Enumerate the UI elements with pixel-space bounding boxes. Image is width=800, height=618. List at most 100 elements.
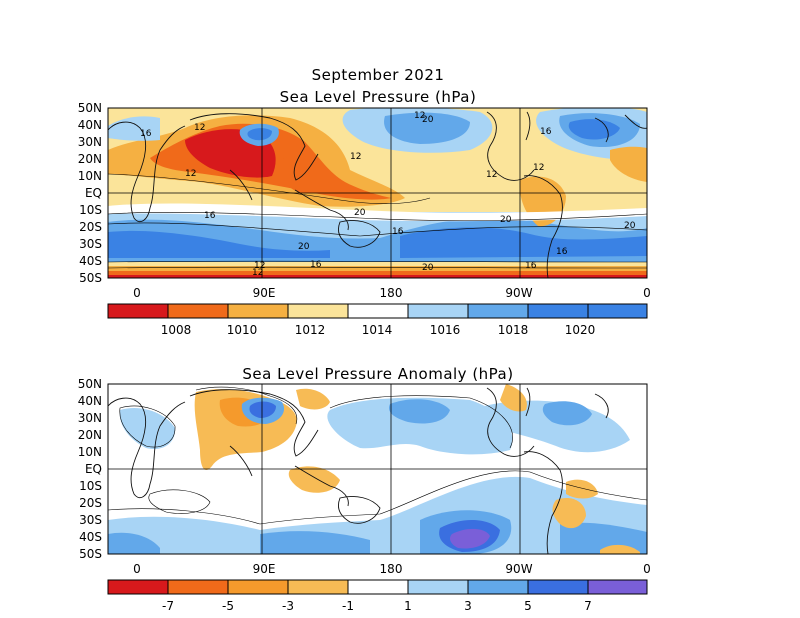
colorbar-label: -7 xyxy=(162,599,174,613)
lon-tick-label: 0 xyxy=(643,562,651,576)
colorbar-label: 1016 xyxy=(430,323,461,337)
lat-tick-label: EQ xyxy=(85,186,102,200)
colorbar-swatch xyxy=(408,304,468,318)
contour-label: 16 xyxy=(525,261,537,271)
colorbar-label: 1008 xyxy=(161,323,192,337)
colorbar-label: 1018 xyxy=(498,323,529,337)
slp-lat-axis: 50N 40N 30N 20N 10N EQ 10S 20S 30S 40S 5… xyxy=(78,101,102,285)
colorbar-label: -3 xyxy=(282,599,294,613)
colorbar-label: 1 xyxy=(404,599,412,613)
slp-anomaly-map: 50N 40N 30N 20N 10N EQ 10S 20S 30S 40S 5… xyxy=(78,377,651,613)
slp-map-frame xyxy=(107,107,648,279)
lat-tick-label: 10S xyxy=(79,203,102,217)
colorbar-swatch xyxy=(288,580,348,594)
map1-title-line1: September 2021 xyxy=(311,66,445,84)
contour-label: 20 xyxy=(298,242,310,252)
colorbar-label: 1014 xyxy=(362,323,393,337)
lat-tick-label: 30N xyxy=(78,135,102,149)
colorbar-swatch xyxy=(348,580,408,594)
lat-tick-label: 40S xyxy=(79,254,102,268)
contour-label: 16 xyxy=(204,211,216,221)
lat-tick-label: 20S xyxy=(79,496,102,510)
contour-label: 20 xyxy=(422,263,434,273)
lon-tick-label: 180 xyxy=(380,562,403,576)
contour-label: 16 xyxy=(140,129,152,139)
contour-label: 12 xyxy=(533,163,544,173)
lat-tick-label: 10N xyxy=(78,445,102,459)
colorbar-swatch xyxy=(528,580,588,594)
map1-title-line2: Sea Level Pressure (hPa) xyxy=(279,88,477,106)
slp-contours xyxy=(108,173,647,269)
lat-tick-label: 50N xyxy=(78,101,102,115)
anomaly-colorbar: -7 -5 -3 -1 1 3 5 7 xyxy=(107,579,648,613)
anomaly-contours xyxy=(108,386,647,525)
colorbar-swatch xyxy=(108,304,168,318)
contour-label: 20 xyxy=(422,115,434,125)
anomaly-map-frame xyxy=(107,383,648,555)
slp-coastlines xyxy=(108,111,647,278)
lat-tick-label: 50S xyxy=(79,547,102,561)
colorbar-swatch xyxy=(468,304,528,318)
colorbar-swatch xyxy=(168,580,228,594)
lat-tick-label: 50N xyxy=(78,377,102,391)
colorbar-label: -1 xyxy=(342,599,354,613)
lat-tick-label: 20S xyxy=(79,220,102,234)
lon-tick-label: 0 xyxy=(133,562,141,576)
lat-tick-label: EQ xyxy=(85,462,102,476)
colorbar-label: 5 xyxy=(524,599,532,613)
contour-label: 12 xyxy=(185,169,196,179)
lon-tick-label: 90W xyxy=(505,562,532,576)
colorbar-label: 1020 xyxy=(565,323,596,337)
lon-tick-label: 90W xyxy=(505,286,532,300)
contour-label: 12 xyxy=(350,152,361,162)
slp-lon-axis: 0 90E 180 90W 0 xyxy=(133,286,651,300)
lon-tick-label: 0 xyxy=(643,286,651,300)
contour-label: 20 xyxy=(624,221,636,231)
lat-tick-label: 40N xyxy=(78,394,102,408)
lat-tick-label: 20N xyxy=(78,152,102,166)
contour-label: 20 xyxy=(500,215,512,225)
contour-label: 16 xyxy=(540,127,552,137)
colorbar-label: -5 xyxy=(222,599,234,613)
slp-colorbar: 1008 1010 1012 1014 1016 1018 1020 xyxy=(107,303,648,337)
lat-tick-label: 50S xyxy=(79,271,102,285)
contour-label: 12 xyxy=(194,123,205,133)
lat-tick-label: 10N xyxy=(78,169,102,183)
lat-tick-label: 20N xyxy=(78,428,102,442)
colorbar-swatch xyxy=(168,304,228,318)
contour-label: 12 xyxy=(414,111,425,121)
slp-gridlines xyxy=(108,108,647,278)
colorbar-swatch xyxy=(108,580,168,594)
colorbar-label: 1010 xyxy=(227,323,258,337)
anomaly-lat-axis: 50N 40N 30N 20N 10N EQ 10S 20S 30S 40S 5… xyxy=(78,377,102,561)
colorbar-label: 1012 xyxy=(295,323,326,337)
lat-tick-label: 30S xyxy=(79,237,102,251)
lon-tick-label: 0 xyxy=(133,286,141,300)
lat-tick-label: 30N xyxy=(78,411,102,425)
contour-label: 20 xyxy=(354,208,366,218)
anomaly-coastlines xyxy=(108,387,609,554)
anomaly-gridlines xyxy=(108,384,647,554)
colorbar-swatch xyxy=(348,304,408,318)
contour-label: 16 xyxy=(392,227,404,237)
contour-label: 12 xyxy=(252,268,263,278)
lon-tick-label: 90E xyxy=(253,286,276,300)
colorbar-swatch xyxy=(408,580,468,594)
slp-contour-labels: 16 12 12 20 12 16 12 12 12 20 16 20 16 2… xyxy=(140,111,636,278)
contour-label: 12 xyxy=(486,170,497,180)
colorbar-swatch xyxy=(588,580,647,594)
lat-tick-label: 40S xyxy=(79,530,102,544)
lat-tick-label: 10S xyxy=(79,479,102,493)
contour-label: 16 xyxy=(310,260,322,270)
slp-map: 16 12 12 20 12 16 12 12 12 20 16 20 16 2… xyxy=(78,101,651,337)
map2-title: Sea Level Pressure Anomaly (hPa) xyxy=(242,365,514,383)
contour-label: 16 xyxy=(556,247,568,257)
contour-label: 12 xyxy=(254,261,265,271)
lat-tick-label: 40N xyxy=(78,118,102,132)
lon-tick-label: 180 xyxy=(380,286,403,300)
colorbar-swatch xyxy=(468,580,528,594)
lat-tick-label: 30S xyxy=(79,513,102,527)
colorbar-swatch xyxy=(228,304,288,318)
colorbar-label: 3 xyxy=(464,599,472,613)
